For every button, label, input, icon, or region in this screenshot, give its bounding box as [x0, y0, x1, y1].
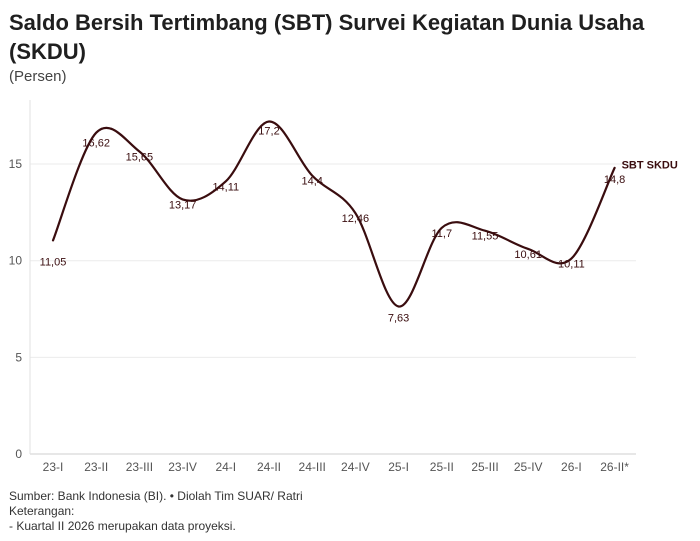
- series-name-label: SBT SKDU: [622, 159, 678, 171]
- y-tick-label: 0: [15, 447, 22, 461]
- data-label: 11,05: [40, 256, 67, 268]
- data-label: 17,2: [258, 126, 279, 138]
- x-tick-label: 26-I: [561, 460, 582, 474]
- x-tick-label: 24-I: [215, 460, 236, 474]
- y-axis: 0 5 10 15: [9, 157, 23, 461]
- x-tick-label: 25-II: [430, 460, 454, 474]
- projection-note: - Kuartal II 2026 merupakan data proyeks…: [9, 519, 236, 533]
- data-label: 14,4: [301, 176, 322, 188]
- line-chart: 0 5 10 15 23-I 23-II 23-III 23-IV 24-I 24-II 24-I…: [9, 100, 678, 474]
- y-tick-label: 15: [9, 157, 23, 171]
- x-tick-label: 25-IV: [514, 460, 543, 474]
- x-tick-label: 23-I: [43, 460, 64, 474]
- x-tick-label: 23-III: [126, 460, 153, 474]
- data-label: 10,11: [558, 259, 585, 271]
- data-label: 13,17: [169, 199, 197, 211]
- chart-title: Saldo Bersih Tertimbang (SBT) Survei Keg…: [9, 10, 645, 64]
- data-label: 14,8: [604, 174, 625, 186]
- x-tick-label: 24-II: [257, 460, 281, 474]
- x-tick-label: 24-IV: [341, 460, 370, 474]
- grid-lines: [29, 100, 636, 455]
- x-tick-label: 25-III: [471, 460, 498, 474]
- data-label: 14,11: [212, 181, 239, 193]
- data-label: 12,46: [342, 213, 370, 225]
- data-labels: 11,05 16,62 15,65 13,17 14,11 17,2 14,4 12,46 7,…: [40, 126, 678, 325]
- note-title: Keterangan:: [9, 504, 75, 518]
- y-tick-label: 5: [15, 350, 22, 364]
- x-tick-label: 25-I: [388, 460, 409, 474]
- sbt-skdu-line: [51, 120, 616, 308]
- data-label: 11,55: [472, 231, 499, 243]
- data-label: 11,7: [432, 228, 453, 240]
- y-tick-label: 10: [9, 254, 23, 268]
- x-tick-label: 24-III: [299, 460, 326, 474]
- x-tick-label: 26-II*: [600, 460, 629, 474]
- data-label: 16,62: [82, 138, 110, 150]
- x-tick-label: 23-IV: [168, 460, 197, 474]
- chart-subtitle: (Persen): [9, 68, 67, 85]
- series-line: [51, 120, 616, 308]
- chart-footer: Sumber: Bank Indonesia (BI). • Diolah Ti…: [9, 489, 303, 534]
- x-tick-label: 23-II: [84, 460, 108, 474]
- source-note: Sumber: Bank Indonesia (BI). • Diolah Ti…: [9, 489, 303, 503]
- data-label: 7,63: [388, 313, 409, 325]
- data-label: 10,61: [514, 249, 542, 261]
- data-label: 15,65: [126, 151, 154, 163]
- x-axis: 23-I 23-II 23-III 23-IV 24-I 24-II 24-III 24-IV…: [43, 460, 630, 474]
